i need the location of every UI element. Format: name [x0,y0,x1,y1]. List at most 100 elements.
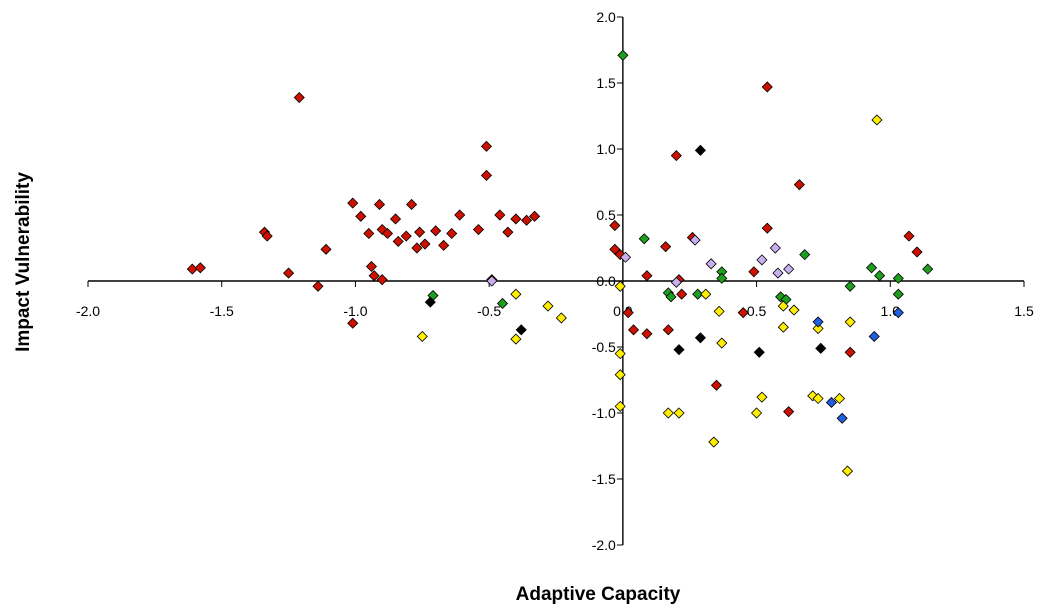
data-point-yellow [751,407,763,419]
data-point-black [753,346,765,358]
x-axis-title: Adaptive Capacity [516,584,681,605]
data-point-yellow [673,407,685,419]
data-point-red [414,226,426,238]
data-point-red [529,210,541,222]
data-point-red [186,263,198,275]
data-point-red [641,328,653,340]
data-point-red [494,209,506,221]
data-point-red [438,239,450,251]
data-point-red [662,324,674,336]
axes [87,16,1025,546]
data-point-red [389,213,402,225]
x-tick-label: -1.0 [343,303,367,319]
data-point-red [381,227,394,240]
data-point-green [874,270,886,282]
data-point-yellow [871,114,883,126]
data-point-red [748,266,760,278]
data-point-yellow [777,321,789,333]
data-point-blue [868,330,880,343]
data-point-black [424,296,436,308]
data-point-red [368,270,380,282]
data-point-red [312,280,324,292]
data-point-red [710,379,723,391]
data-point-blue [825,396,838,409]
data-point-green [892,288,904,300]
data-point-red [844,346,856,358]
data-point-red [660,241,672,253]
y-tick-label: -1.5 [592,471,616,487]
data-point-red [641,270,653,282]
data-point-yellow [756,391,768,403]
data-point-yellow [788,304,800,316]
data-point-red [283,267,295,279]
data-point-red [521,214,533,226]
data-point-red [480,169,493,181]
data-point-red [510,213,522,225]
x-tick-label: -0.5 [477,303,501,319]
data-point-red [373,198,386,211]
data-point-red [320,243,332,255]
data-point-red [670,150,682,162]
data-point-lavender [670,276,682,288]
data-point-yellow [812,392,824,405]
data-point-green [892,272,904,284]
data-point-red [676,288,688,300]
data-point-red [472,223,485,236]
data-point-red [783,406,795,418]
data-point-red [627,324,640,336]
data-point-red [400,230,412,242]
data-point-green [665,291,677,303]
y-tick-label: -2.0 [592,537,616,553]
data-point-yellow [614,369,626,381]
x-tick-label: -2.0 [76,303,100,319]
data-point-red [609,243,621,255]
data-point-green [496,297,509,310]
data-point-lavender [769,242,781,254]
data-point-red [446,227,458,240]
data-point-red [411,242,423,254]
data-point-red [430,225,442,237]
data-point-green [716,272,728,284]
data-point-green [799,249,811,261]
data-point-yellow [844,316,856,328]
data-point-red [609,219,621,232]
y-tick-label: 0.0 [596,273,616,289]
data-point-lavender [705,258,717,270]
data-point-yellow [614,348,626,360]
y-tick-label: 0.5 [596,207,616,223]
data-point-yellow [708,436,720,448]
data-point-black [515,324,527,336]
data-point-yellow [662,407,674,419]
data-point-blue [836,412,848,424]
data-point-green [922,263,934,275]
data-point-green [844,280,856,292]
data-point-lavender [783,263,795,275]
data-point-black [673,344,685,356]
data-point-green [866,262,878,274]
data-point-yellow [614,400,626,412]
data-point-blue [892,307,904,319]
data-point-red [406,198,418,211]
y-axis-title: Impact Vulnerability [13,172,34,352]
data-point-green [692,288,704,300]
data-point-black [694,332,706,344]
data-point-red [622,307,634,319]
data-point-yellow [416,330,428,343]
data-point-green [638,233,650,245]
x-tick-label: -1.5 [210,303,234,319]
data-point-lavender [772,267,784,279]
data-point-blue [812,316,824,328]
data-point-red [347,317,359,329]
data-point-yellow [542,300,554,312]
data-point-red [502,226,514,238]
x-tick-label: 1.5 [1014,303,1034,319]
data-point-red [419,238,431,250]
data-point-red [261,230,273,242]
tick-labels: -2.0 -1.5 -1.0 -0.5 0.0 0.5 1.0 1.52.01.51.00.5… [76,9,1034,553]
data-point-lavender [756,254,768,266]
x-tick-label: 0.5 [747,303,767,319]
data-point-yellow [812,322,824,335]
data-point-red [793,179,805,191]
data-point-red [761,81,773,93]
data-point-yellow [614,280,626,292]
